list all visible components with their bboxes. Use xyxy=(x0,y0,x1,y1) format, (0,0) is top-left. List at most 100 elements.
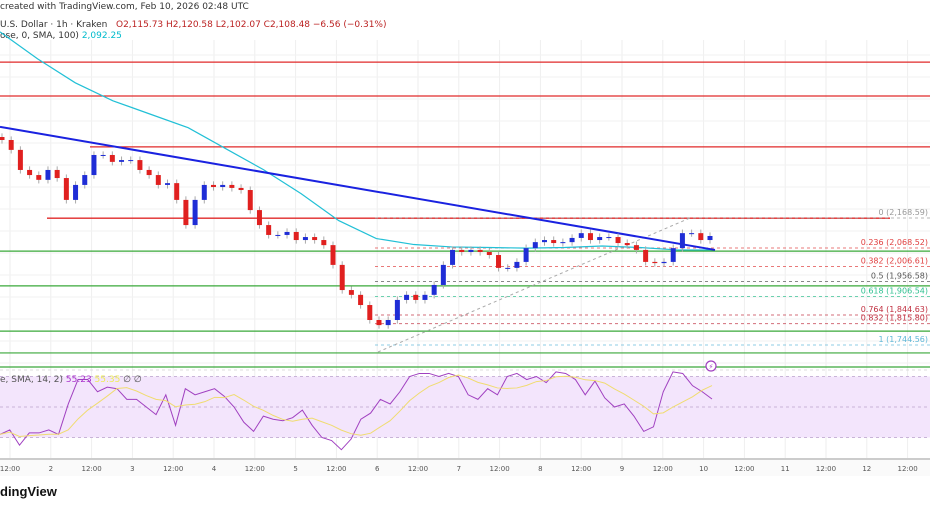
rsi-label: e, SMA, 14, 2) xyxy=(0,375,64,385)
x-tick-label: 12:00 xyxy=(816,465,836,473)
candle xyxy=(633,245,639,250)
sma-label: ose, 0, SMA, 100) xyxy=(0,31,79,41)
candle xyxy=(275,234,281,236)
candle xyxy=(413,294,419,300)
candle xyxy=(422,294,428,300)
candle xyxy=(155,175,161,185)
candle xyxy=(505,267,511,269)
x-tick-label: 11 xyxy=(781,465,790,473)
lightning-icon xyxy=(705,360,717,372)
candle xyxy=(312,237,318,241)
candle xyxy=(220,184,226,188)
candle xyxy=(523,248,529,262)
rsi-ma-line xyxy=(0,374,713,437)
chart-credit: created with TradingView.com, Feb 10, 20… xyxy=(0,2,249,12)
candle xyxy=(551,240,557,244)
fib-label: 0.832 (1,815.80) xyxy=(861,314,928,323)
x-tick-label: 12:00 xyxy=(163,465,183,473)
x-tick-label: 4 xyxy=(212,465,217,473)
candle xyxy=(146,169,152,176)
fib-label: 0 (2,168.59) xyxy=(879,208,929,217)
tradingview-logo: dingView xyxy=(0,484,57,499)
candle xyxy=(321,240,327,246)
symbol-name: U.S. Dollar · 1h · Kraken xyxy=(0,20,108,30)
rsi-extra-2: ∅ xyxy=(133,375,142,385)
candle xyxy=(109,154,115,162)
rsi-extra-1: ∅ xyxy=(123,375,132,385)
rsi-value: 55.23 xyxy=(65,375,92,385)
candle xyxy=(0,137,5,141)
x-tick-label: 12:00 xyxy=(653,465,673,473)
x-tick-label: 12:00 xyxy=(82,465,102,473)
lightning-glyph: ⚡ xyxy=(709,363,714,371)
candle xyxy=(707,236,713,241)
candle xyxy=(615,237,621,244)
x-tick-label: 12:00 xyxy=(408,465,428,473)
candle xyxy=(210,184,216,188)
candle xyxy=(45,169,51,180)
sma-legend: ose, 0, SMA, 100) 2,092.25 xyxy=(0,31,122,41)
x-tick-label: 8 xyxy=(538,465,542,473)
symbol-legend: U.S. Dollar · 1h · Kraken O2,115.73 H2,1… xyxy=(0,20,387,30)
candle xyxy=(293,231,299,241)
candle xyxy=(496,255,502,268)
candle xyxy=(183,199,189,226)
candle xyxy=(404,294,410,300)
candle xyxy=(486,252,492,256)
ohlc-values: O2,115.73 H2,120.58 L2,102.07 C2,108.48 … xyxy=(115,20,387,30)
x-tick-label: 9 xyxy=(620,465,624,473)
x-axis xyxy=(0,460,930,476)
candle xyxy=(689,233,695,235)
candle xyxy=(36,175,42,180)
rsi-ma-value: 55.35 xyxy=(94,375,121,385)
candle xyxy=(569,237,575,243)
candle xyxy=(652,261,658,264)
candle xyxy=(302,237,308,241)
candle xyxy=(8,140,14,150)
x-tick-label: 3 xyxy=(130,465,134,473)
candle xyxy=(174,183,180,200)
candle xyxy=(201,184,207,200)
fib-label: 0.618 (1,906.54) xyxy=(861,286,928,295)
candle xyxy=(376,320,382,326)
candle xyxy=(578,233,584,238)
fib-diagonal xyxy=(377,217,691,353)
candle xyxy=(450,249,456,265)
candle xyxy=(514,261,520,268)
candle xyxy=(348,290,354,295)
x-tick-label: 6 xyxy=(375,465,380,473)
candle xyxy=(440,264,446,285)
candle xyxy=(256,210,262,226)
x-tick-label: 12 xyxy=(862,465,871,473)
sma-value: 2,092.25 xyxy=(81,31,122,41)
candle xyxy=(284,231,290,235)
sma-line xyxy=(0,31,715,251)
x-tick-label: 12:00 xyxy=(245,465,265,473)
x-tick-label: 12:00 xyxy=(571,465,591,473)
candle xyxy=(229,184,235,188)
candle xyxy=(560,242,566,244)
candle xyxy=(643,249,649,262)
candle xyxy=(339,264,345,291)
candle xyxy=(597,237,603,241)
fib-label: 0.764 (1,844.63) xyxy=(861,305,928,314)
candle xyxy=(477,249,483,253)
candle xyxy=(137,160,143,170)
rsi-line xyxy=(0,371,713,451)
candle xyxy=(587,233,593,241)
x-tick-label: 12:00 xyxy=(898,465,918,473)
candle xyxy=(165,183,171,185)
candle xyxy=(238,187,244,191)
candle xyxy=(394,299,400,321)
candle xyxy=(532,242,538,249)
candle xyxy=(73,184,79,200)
candle xyxy=(698,233,704,241)
x-tick-label: 12:00 xyxy=(0,465,20,473)
rsi-legend: e, SMA, 14, 2) 55.23 55.35 ∅ ∅ xyxy=(0,375,142,385)
candle xyxy=(17,149,23,170)
fib-label: 0.236 (2,068.52) xyxy=(861,238,928,247)
candle xyxy=(624,243,630,246)
x-tick-label: 7 xyxy=(457,465,461,473)
fib-label: 1 (1,744.56) xyxy=(879,335,929,344)
